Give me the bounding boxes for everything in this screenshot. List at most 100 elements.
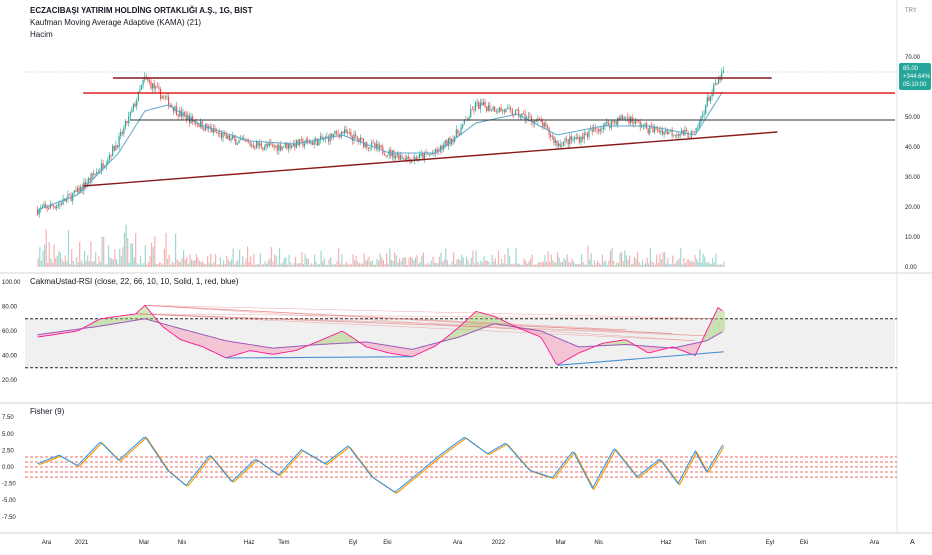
- candle: [419, 154, 421, 159]
- rsi-fill: [256, 345, 260, 353]
- candle: [131, 108, 133, 112]
- volume-bar: [560, 262, 562, 267]
- volume-bar: [139, 256, 142, 267]
- rsi-fill: [206, 335, 209, 350]
- rsi-pane[interactable]: [25, 304, 897, 369]
- rsi-fill: [254, 345, 257, 352]
- rsi-fill: [537, 330, 540, 337]
- fisher-axis-label: -5.00: [2, 498, 16, 504]
- candle: [387, 155, 389, 156]
- candle: [530, 117, 533, 122]
- volume-bar: [411, 258, 413, 267]
- rsi-fill: [475, 311, 479, 331]
- candle: [319, 136, 322, 140]
- candle: [281, 146, 283, 150]
- volume-bar: [696, 259, 698, 267]
- candle: [657, 128, 659, 132]
- volume-bar: [664, 252, 666, 267]
- rsi-fill: [412, 348, 415, 357]
- candle: [422, 153, 424, 159]
- candle: [393, 150, 395, 159]
- fisher-pane[interactable]: [25, 436, 897, 494]
- rsi-fill: [94, 320, 97, 327]
- volume-bar: [272, 261, 274, 267]
- candle: [326, 136, 328, 138]
- volume-bar: [197, 257, 199, 267]
- volume-bar: [154, 236, 156, 267]
- candle: [438, 151, 440, 153]
- volume-bar: [301, 252, 303, 267]
- volume-bar: [533, 264, 535, 267]
- rsi-divergence-line-1[interactable]: [557, 351, 724, 366]
- candle: [67, 194, 69, 199]
- candle: [270, 143, 272, 145]
- rsi-fill: [644, 345, 648, 353]
- volume-bar: [472, 250, 474, 267]
- volume-bar: [646, 257, 648, 267]
- candle: [503, 109, 505, 113]
- rsi-fill: [606, 342, 609, 346]
- volume-bar: [595, 263, 597, 267]
- fisher-axis-label: -7.50: [2, 515, 16, 521]
- trendline-rising-support[interactable]: [83, 131, 778, 187]
- candle: [96, 171, 98, 174]
- volume-bar: [179, 262, 181, 267]
- volume-bar: [79, 241, 81, 267]
- rsi-fill: [681, 345, 684, 352]
- volume-bar: [507, 248, 509, 267]
- volume-bar: [226, 256, 228, 267]
- rsi-divergence-line-0[interactable]: [225, 356, 413, 359]
- rsi-fill: [460, 324, 463, 337]
- volume-bar: [603, 261, 605, 267]
- volume-bar: [210, 253, 212, 267]
- volume-bar: [72, 261, 74, 267]
- volume-bar: [47, 262, 49, 267]
- volume-bar: [676, 260, 679, 267]
- volume-bar: [48, 242, 50, 267]
- volume-bar: [119, 248, 121, 267]
- volume-bar: [510, 263, 512, 267]
- volume-bar: [176, 259, 178, 267]
- volume-bar: [624, 250, 626, 267]
- candle: [570, 136, 572, 141]
- candle: [695, 128, 697, 133]
- price-axes[interactable]: 70.00 60.00 50.00 40.00 30.00 20.00 10.00 0.00 1…: [2, 55, 921, 546]
- time-axis-label: Mar: [556, 540, 566, 546]
- rsi-fill: [108, 317, 111, 325]
- candle: [591, 129, 593, 132]
- rsi-fill: [414, 348, 417, 356]
- rsi-fill: [96, 319, 100, 327]
- candle: [209, 126, 211, 129]
- rsi-axis-label: 60.00: [2, 329, 18, 335]
- candle: [521, 113, 523, 117]
- candle: [260, 143, 262, 148]
- candle: [48, 208, 50, 210]
- volume-bar: [302, 264, 305, 267]
- rsi-fill: [640, 345, 643, 350]
- candle: [343, 129, 346, 134]
- volume-bar: [504, 254, 506, 267]
- volume-bar: [681, 264, 683, 267]
- volume-bar: [328, 259, 330, 267]
- volume-bar: [307, 258, 309, 267]
- candle: [582, 136, 584, 140]
- candle: [685, 129, 688, 132]
- candle: [415, 157, 417, 161]
- volume-bar: [499, 264, 501, 267]
- candle: [396, 153, 398, 156]
- candle: [43, 204, 45, 207]
- auto-scale-button[interactable]: [906, 535, 920, 548]
- candle: [289, 143, 291, 148]
- candle: [457, 129, 459, 134]
- volume-bar: [475, 250, 477, 267]
- rsi-fill: [142, 305, 145, 320]
- price-pane[interactable]: [25, 66, 897, 267]
- rsi-fill: [281, 347, 285, 353]
- candle: [76, 187, 79, 192]
- rsi-fill: [176, 327, 180, 339]
- candle: [586, 133, 588, 137]
- candle: [661, 130, 664, 135]
- volume-bar: [149, 255, 151, 267]
- candle: [367, 147, 369, 149]
